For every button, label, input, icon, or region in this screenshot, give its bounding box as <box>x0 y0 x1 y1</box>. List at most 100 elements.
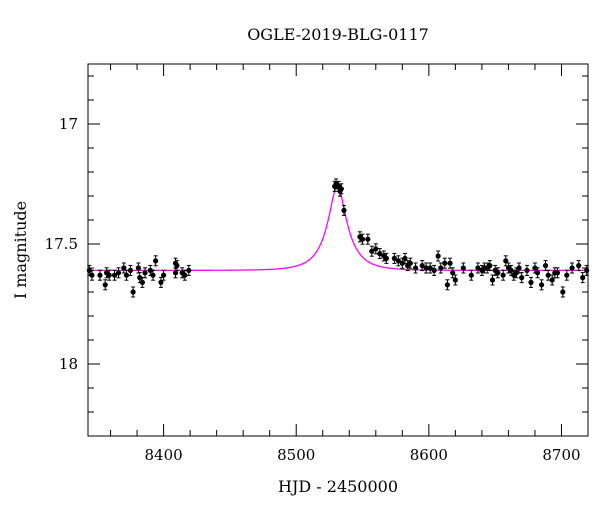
data-point <box>542 260 549 272</box>
point-marker <box>549 277 555 283</box>
data-point <box>450 267 456 279</box>
model-curve <box>88 185 588 272</box>
data-point <box>452 274 458 286</box>
data-point <box>111 269 118 281</box>
data-point <box>341 204 347 216</box>
point-marker <box>535 270 541 276</box>
data-point <box>399 257 405 269</box>
data-point <box>487 260 493 272</box>
point-marker <box>135 265 141 271</box>
point-marker <box>487 263 493 269</box>
point-marker <box>391 255 397 261</box>
data-point <box>158 276 164 288</box>
data-point <box>186 264 192 276</box>
point-marker <box>528 279 534 285</box>
point-marker <box>186 267 192 273</box>
point-marker <box>442 260 448 266</box>
data-point <box>97 269 103 281</box>
point-marker <box>569 265 575 271</box>
data-point <box>369 245 375 257</box>
point-marker <box>172 270 179 276</box>
data-point <box>359 233 366 245</box>
x-tick-label: 8700 <box>542 446 580 464</box>
point-marker <box>142 270 148 276</box>
point-marker <box>468 272 474 278</box>
data-point <box>377 248 383 260</box>
x-tick-label: 8600 <box>410 446 448 464</box>
point-marker <box>121 265 127 271</box>
point-marker <box>174 263 180 269</box>
axis-tick-labels: 8400 8500 8600 8700 17 17.5 18 <box>45 115 581 464</box>
data-point <box>442 257 448 269</box>
data-point <box>160 269 167 281</box>
data-point <box>115 267 122 279</box>
x-tick-label: 8400 <box>145 446 183 464</box>
data-point <box>412 262 419 274</box>
point-marker <box>423 265 429 271</box>
data-point <box>475 262 481 274</box>
point-marker <box>447 260 453 266</box>
point-marker <box>182 272 188 278</box>
data-point <box>528 276 534 288</box>
y-tick-label: 17.5 <box>45 235 78 253</box>
point-marker <box>435 253 441 259</box>
point-marker <box>576 263 582 269</box>
point-marker <box>450 270 456 276</box>
data-point <box>150 269 156 281</box>
data-point <box>383 252 390 264</box>
data-point <box>580 272 586 284</box>
point-marker <box>500 272 506 278</box>
y-axis-label: I magnitude <box>11 201 30 299</box>
point-marker <box>106 272 112 278</box>
data-point <box>538 279 545 291</box>
point-marker <box>460 265 466 271</box>
chart-title: OGLE-2019-BLG-0117 <box>247 25 429 44</box>
data-point <box>86 264 92 276</box>
data-point <box>564 269 570 281</box>
point-marker <box>503 258 509 264</box>
data-point <box>423 262 429 274</box>
point-marker <box>495 270 501 276</box>
data-point <box>106 269 112 281</box>
data-point <box>513 267 519 279</box>
x-axis-label: HJD - 2450000 <box>278 477 398 496</box>
point-marker <box>150 272 156 278</box>
point-marker <box>402 255 408 261</box>
point-marker <box>545 272 551 278</box>
data-point <box>121 262 127 274</box>
data-point <box>142 267 148 279</box>
point-marker <box>475 265 481 271</box>
data-point <box>438 262 444 274</box>
data-point <box>554 267 561 279</box>
y-tick-label: 17 <box>59 115 78 133</box>
point-marker <box>130 289 136 295</box>
point-marker <box>508 267 514 273</box>
point-marker <box>564 272 570 278</box>
data-point <box>373 243 379 255</box>
point-marker <box>584 267 590 273</box>
point-marker <box>532 265 538 271</box>
data-point <box>435 250 441 262</box>
point-marker <box>97 272 103 278</box>
data-point <box>468 269 474 281</box>
point-marker <box>127 267 134 273</box>
point-marker <box>524 267 530 273</box>
data-point <box>365 233 371 245</box>
data-point <box>139 276 145 288</box>
data-point <box>419 260 425 272</box>
point-marker <box>399 260 405 266</box>
point-marker <box>560 289 566 295</box>
data-point <box>569 262 575 274</box>
data-point <box>182 269 188 281</box>
data-point <box>576 260 582 272</box>
point-marker <box>516 265 522 271</box>
data-point <box>405 260 411 272</box>
point-marker <box>158 279 164 285</box>
data-point <box>391 252 397 264</box>
data-point <box>153 255 159 267</box>
point-marker <box>407 260 413 266</box>
point-marker <box>431 267 437 273</box>
point-marker <box>369 248 375 254</box>
data-point <box>460 262 466 274</box>
point-marker <box>115 270 122 276</box>
